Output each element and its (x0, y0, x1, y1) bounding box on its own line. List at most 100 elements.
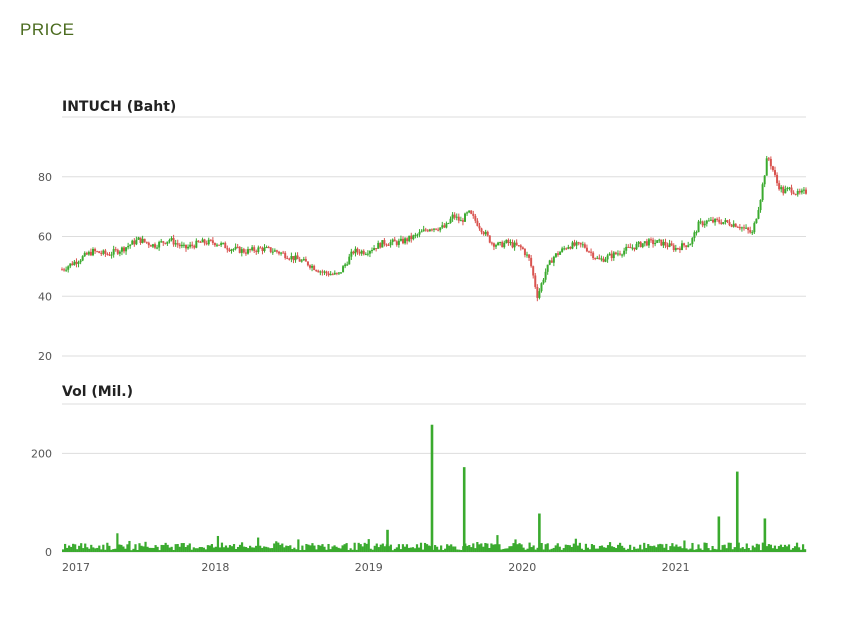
volume-bar (498, 544, 501, 552)
price-candle (168, 239, 171, 242)
volume-bar (697, 544, 700, 552)
price-candle (197, 240, 200, 242)
volume-bar (661, 544, 664, 552)
price-candle (278, 251, 280, 254)
price-candle (670, 243, 673, 246)
price-candle (284, 252, 287, 259)
price-candle (455, 216, 458, 218)
price-candle (337, 272, 340, 274)
volume-bar (409, 547, 413, 552)
volume-bar (727, 542, 730, 552)
volume-bar (554, 545, 557, 552)
price-candle (282, 252, 285, 254)
volume-bar (572, 543, 575, 552)
price-candle (650, 239, 652, 241)
volume-bar (787, 544, 791, 552)
price-candle (379, 242, 382, 248)
volume-bar (803, 549, 807, 552)
price-candle (594, 258, 597, 260)
price-candle (530, 257, 533, 267)
price-candle (230, 249, 233, 252)
price-candle (685, 245, 688, 247)
price-candle (102, 250, 105, 254)
price-candle (763, 175, 766, 185)
volume-bar (277, 542, 280, 552)
volume-bar (474, 548, 477, 552)
price-candle (689, 244, 692, 246)
price-candle (614, 252, 617, 255)
price-candle (424, 229, 427, 231)
volume-bar (580, 548, 583, 552)
volume-bar (244, 547, 248, 552)
price-candle (581, 244, 584, 246)
price-candle (643, 241, 646, 244)
volume-bar (108, 545, 111, 552)
volume-bar (305, 543, 308, 552)
price-candle (199, 241, 202, 243)
volume-bar (387, 546, 390, 552)
price-candle (633, 247, 636, 250)
volume-bar (641, 549, 644, 552)
price-candle (426, 230, 429, 232)
price-candle (652, 239, 655, 245)
volume-bar (618, 542, 622, 552)
volume-bar (556, 543, 559, 552)
volume-bar (112, 549, 115, 552)
volume-bar (257, 537, 260, 552)
volume-bar (506, 548, 509, 552)
price-candle (782, 187, 785, 194)
volume-bar (590, 544, 594, 552)
volume-bar (643, 542, 646, 552)
price-candle (666, 245, 669, 247)
volume-bar (504, 548, 507, 552)
volume-bar (267, 547, 270, 552)
price-candle (619, 253, 621, 255)
price-candle (265, 247, 268, 249)
volume-bar (100, 549, 103, 552)
volume-bar (186, 545, 189, 552)
volume-bar (134, 544, 137, 552)
price-candle (300, 260, 303, 262)
price-candle (765, 158, 768, 176)
volume-bar (204, 549, 207, 552)
volume-bar (799, 549, 803, 552)
price-candle (484, 231, 487, 235)
volume-y-axis: 0 200 (31, 447, 52, 559)
volume-bar (612, 547, 616, 552)
price-candle (309, 265, 311, 268)
price-candle (114, 249, 117, 251)
volume-bar (627, 548, 630, 552)
volume-bar (411, 547, 415, 552)
volume-bar (705, 542, 708, 552)
volume-bar (753, 547, 756, 552)
volume-bar (72, 543, 75, 552)
volume-bar (484, 542, 487, 552)
volume-bar (771, 548, 775, 552)
price-candle (158, 241, 161, 248)
volume-bar (592, 545, 596, 552)
price-candle (296, 255, 299, 260)
price-candle (232, 249, 235, 251)
volume-bar (639, 544, 642, 552)
price-candle (716, 218, 719, 220)
price-candle (751, 232, 754, 234)
volume-bar (442, 550, 445, 552)
volume-bar (544, 544, 547, 552)
volume-bar (74, 544, 77, 552)
price-candle (459, 220, 462, 222)
volume-bar (92, 547, 95, 552)
volume-bar (321, 544, 324, 552)
price-candle (368, 251, 371, 254)
volume-bar (456, 549, 459, 552)
price-candle (468, 210, 471, 213)
volume-bar (309, 545, 312, 552)
volume-bar (492, 544, 495, 552)
volume-bar (337, 547, 340, 552)
volume-bar (345, 543, 348, 552)
price-candle (621, 254, 624, 256)
volume-bar (230, 546, 234, 552)
volume-bar (164, 542, 167, 552)
volume-bar (614, 548, 618, 552)
volume-bar (560, 549, 563, 552)
volume-bar (64, 543, 67, 552)
